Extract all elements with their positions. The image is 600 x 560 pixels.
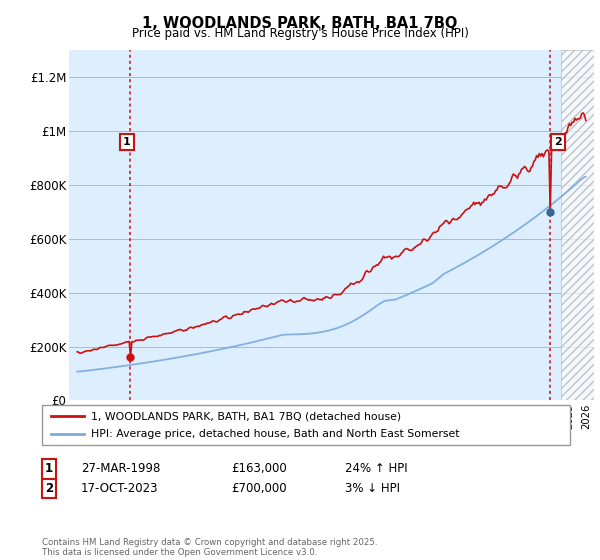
Text: 24% ↑ HPI: 24% ↑ HPI — [345, 462, 407, 475]
Text: Contains HM Land Registry data © Crown copyright and database right 2025.
This d: Contains HM Land Registry data © Crown c… — [42, 538, 377, 557]
Text: £163,000: £163,000 — [231, 462, 287, 475]
Text: £700,000: £700,000 — [231, 482, 287, 495]
Text: 2: 2 — [45, 482, 53, 495]
Text: 17-OCT-2023: 17-OCT-2023 — [81, 482, 158, 495]
Text: 1: 1 — [123, 137, 131, 147]
Text: 27-MAR-1998: 27-MAR-1998 — [81, 462, 160, 475]
Text: 2: 2 — [554, 137, 562, 147]
Text: 3% ↓ HPI: 3% ↓ HPI — [345, 482, 400, 495]
Text: HPI: Average price, detached house, Bath and North East Somerset: HPI: Average price, detached house, Bath… — [91, 429, 460, 439]
Text: 1, WOODLANDS PARK, BATH, BA1 7BQ (detached house): 1, WOODLANDS PARK, BATH, BA1 7BQ (detach… — [91, 411, 401, 421]
Text: 1: 1 — [45, 462, 53, 475]
Text: Price paid vs. HM Land Registry's House Price Index (HPI): Price paid vs. HM Land Registry's House … — [131, 27, 469, 40]
Text: 1, WOODLANDS PARK, BATH, BA1 7BQ: 1, WOODLANDS PARK, BATH, BA1 7BQ — [142, 16, 458, 31]
